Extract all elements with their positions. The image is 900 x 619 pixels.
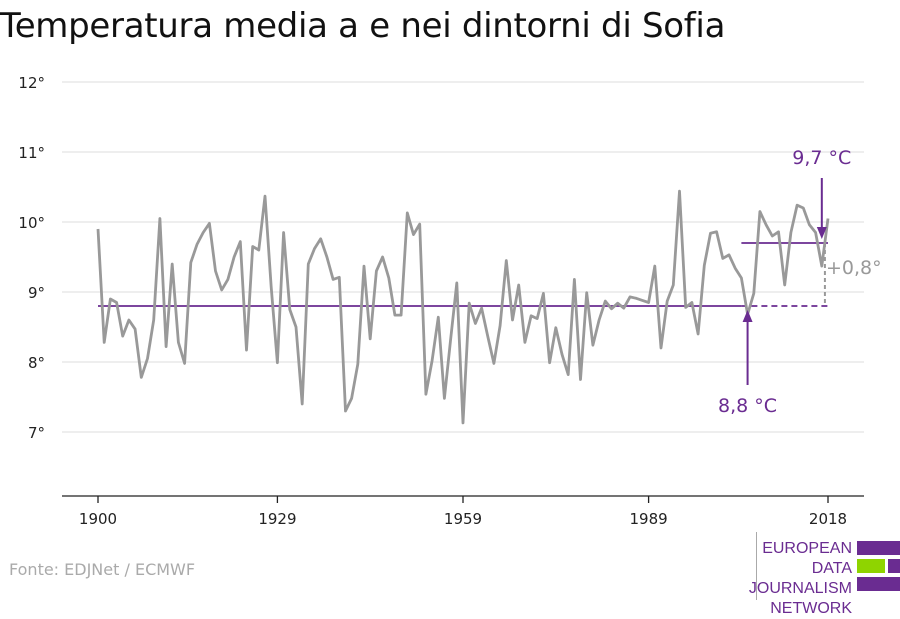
- x-axis-ticks: 1900 1929 1959 1989 2018: [79, 496, 847, 528]
- y-tick-label: 7°: [28, 424, 45, 442]
- logo-bar-top: [857, 541, 900, 555]
- x-tick-label: 2018: [809, 510, 847, 528]
- difference-label: +0,8°: [826, 257, 882, 279]
- edjnet-logo: EUROPEAN DATA JOURNALISM NETWORK: [710, 532, 900, 617]
- source-note: Fonte: EDJNet / ECMWF: [9, 560, 196, 579]
- y-tick-label: 10°: [18, 214, 45, 232]
- series-line-temperature: [96, 189, 830, 425]
- x-tick-label: 1989: [629, 510, 667, 528]
- x-tick-label: 1929: [258, 510, 296, 528]
- gridlines: [62, 81, 864, 433]
- y-tick-label: 9°: [28, 284, 45, 302]
- logo-line-2: DATA JOURNALISM: [748, 560, 852, 597]
- logo-line-3: NETWORK: [770, 600, 852, 617]
- page-title: Temperatura media a e nei dintorni di So…: [0, 6, 726, 46]
- baseline-label: 8,8 °C: [718, 395, 777, 417]
- annotation-group: 8,8 °C 9,7 °C +0,8°: [718, 147, 882, 417]
- logo-bar-middle: [857, 559, 900, 573]
- y-axis-labels: 7° 8° 9° 10° 11° 12°: [18, 74, 45, 442]
- y-tick-label: 11°: [18, 144, 45, 162]
- y-tick-label: 8°: [28, 354, 45, 372]
- x-tick-label: 1959: [444, 510, 482, 528]
- x-tick-label: 1900: [79, 510, 117, 528]
- baseline-arrow-head: [742, 310, 753, 322]
- logo-divider: [756, 532, 757, 600]
- logo-line-1: EUROPEAN: [762, 540, 852, 557]
- series-group: [96, 189, 830, 425]
- logo-text: EUROPEAN DATA JOURNALISM NETWORK: [710, 539, 852, 619]
- recent-label: 9,7 °C: [792, 147, 851, 169]
- temperature-chart: 7° 8° 9° 10° 11° 12° 1900 1929 1959 1989 2018 8,8…: [18, 74, 882, 528]
- y-tick-label: 12°: [18, 74, 45, 92]
- reference-lines: [98, 242, 828, 307]
- logo-bar-bottom: [857, 577, 900, 591]
- recent-arrow-head: [816, 227, 827, 239]
